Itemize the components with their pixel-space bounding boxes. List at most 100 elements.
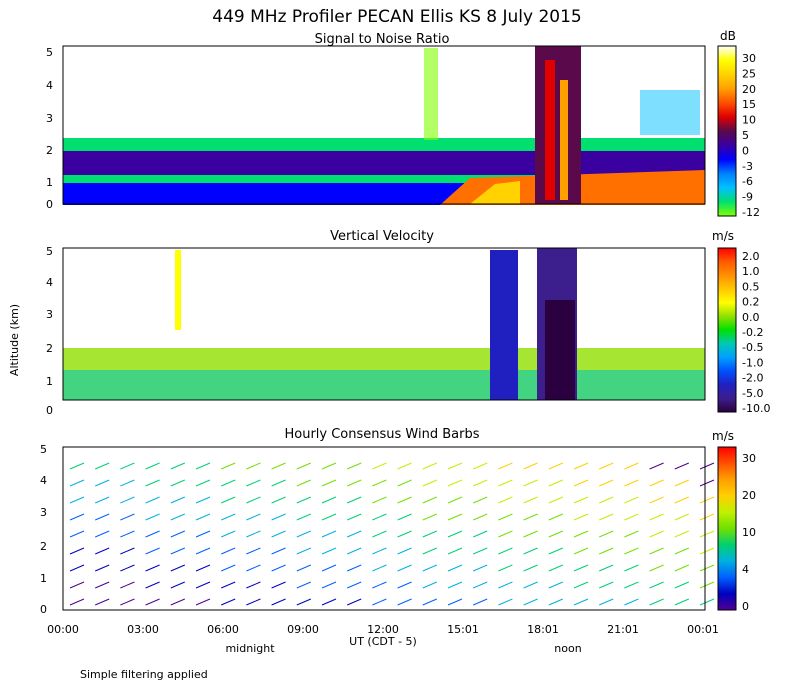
wind-colorbar-tick: 30 (742, 452, 756, 465)
wind-barb (120, 598, 135, 606)
wind-barb (221, 462, 236, 470)
wind-barb (145, 598, 160, 606)
footnote: Simple filtering applied (80, 668, 208, 681)
wind-barb (69, 513, 85, 521)
wind-barb (649, 598, 664, 606)
wind-barb (372, 598, 387, 606)
wind-barb (296, 496, 311, 504)
wind-barb (699, 564, 715, 572)
snr-ytick-4: 4 (46, 79, 53, 92)
wind-barb (674, 479, 689, 487)
wind-barb (422, 496, 437, 504)
wind-barb (573, 598, 589, 606)
wind-barb (523, 479, 538, 487)
wind-barb (447, 564, 463, 572)
wind-barb (649, 547, 664, 555)
wind-barb (447, 479, 463, 487)
wind-colorbar-tick: 4 (742, 563, 749, 576)
snr-ytick-5: 5 (46, 46, 53, 59)
wind-barb (195, 496, 211, 504)
wind-barb (447, 598, 463, 606)
wind-barb (246, 581, 261, 589)
wind-barb (69, 462, 85, 470)
wind-colorbar (717, 446, 737, 611)
wind-barb (347, 598, 362, 606)
velocity-colorbar-tick: 2.0 (742, 250, 760, 263)
wind-barb (170, 564, 185, 572)
velocity-colorbar (717, 247, 737, 413)
wind-barb (296, 564, 311, 572)
wind-barb (473, 479, 488, 487)
wind-barb (221, 530, 236, 538)
wind-barb (548, 513, 563, 521)
wind-barb (246, 496, 261, 504)
wind-barb (447, 547, 463, 555)
wind-ytick-3: 3 (40, 506, 47, 519)
wind-ytick-5: 5 (40, 443, 47, 456)
wind-barb (674, 581, 689, 589)
wind-barb (624, 462, 639, 470)
wind-barb (548, 462, 563, 470)
wind-panel: Hourly Consensus Wind Barbs 0 1 2 3 4 5 … (40, 427, 737, 616)
xtick-8: 00:01 (687, 623, 719, 636)
velocity-ytick-4: 4 (46, 276, 53, 289)
wind-barb (573, 564, 589, 572)
wind-barb (271, 496, 286, 504)
wind-barb (473, 598, 488, 606)
wind-barb (145, 530, 160, 538)
wind-barb (95, 479, 110, 487)
wind-barb (170, 598, 185, 606)
wind-barb (573, 581, 589, 589)
wind-barb (498, 462, 513, 470)
wind-barb (599, 564, 614, 572)
velocity-colorbar-unit: m/s (712, 229, 734, 243)
velocity-frame (62, 247, 706, 401)
wind-barb (599, 547, 614, 555)
snr-plot-content (63, 46, 705, 205)
wind-barb (120, 479, 135, 487)
wind-barb (523, 581, 538, 589)
wind-barb (624, 547, 639, 555)
wind-barb (473, 530, 488, 538)
wind-ytick-0: 0 (40, 603, 47, 616)
wind-barb (271, 598, 286, 606)
snr-colorbar-tick: 10 (742, 114, 756, 127)
wind-barb (674, 598, 689, 606)
wind-barb (69, 581, 85, 589)
wind-barb (523, 462, 538, 470)
wind-barb (447, 513, 463, 521)
wind-barb (170, 547, 185, 555)
wind-barb (95, 581, 110, 589)
wind-barb (95, 513, 110, 521)
wind-barb (599, 530, 614, 538)
wind-barb (246, 479, 261, 487)
wind-barb (221, 581, 236, 589)
wind-barb (321, 479, 337, 487)
wind-barb (372, 564, 387, 572)
wind-barb (321, 598, 337, 606)
wind-barb (347, 581, 362, 589)
wind-barb (170, 581, 185, 589)
snr-colorbar-unit: dB (720, 29, 736, 43)
wind-barb (523, 547, 538, 555)
wind-barb (422, 479, 437, 487)
wind-barb (296, 513, 311, 521)
velocity-colorbar-tick: 1.0 (742, 265, 760, 278)
wind-barb (170, 462, 185, 470)
wind-barb (397, 496, 412, 504)
wind-barb (447, 462, 463, 470)
xtick-0: 00:00 (47, 623, 79, 636)
wind-barb (95, 598, 110, 606)
wind-barb (221, 496, 236, 504)
wind-barb (599, 513, 614, 521)
wind-barb (296, 547, 311, 555)
wind-barb (321, 530, 337, 538)
wind-barb (271, 530, 286, 538)
wind-barb (69, 530, 85, 538)
snr-colorbar-tick: 20 (742, 83, 756, 96)
wind-barb (95, 547, 110, 555)
wind-barb (145, 581, 160, 589)
wind-barb (397, 462, 412, 470)
wind-barb (170, 479, 185, 487)
wind-barb (599, 462, 614, 470)
